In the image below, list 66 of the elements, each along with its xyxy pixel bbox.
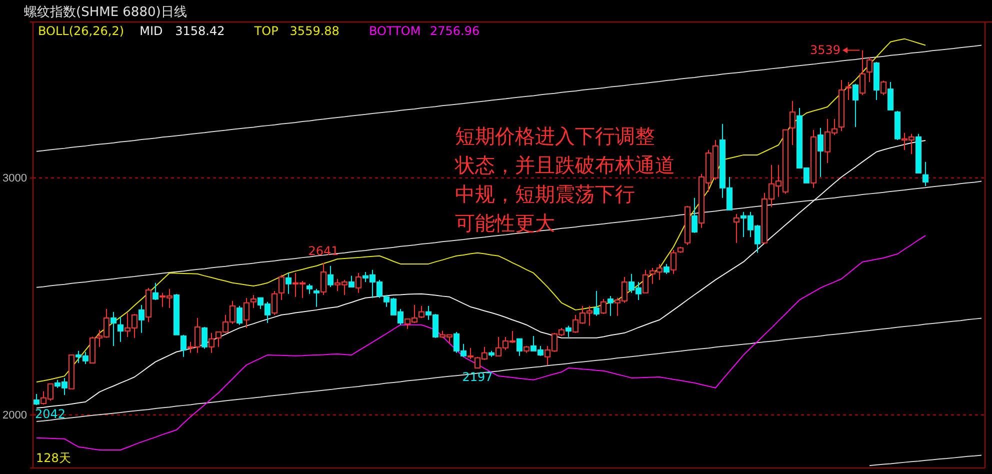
candlestick bbox=[664, 263, 670, 274]
candlestick bbox=[594, 290, 600, 316]
annotation: 2197 bbox=[462, 370, 493, 384]
line-series bbox=[36, 38, 926, 382]
annotation: 短期价格进入下行调整 bbox=[455, 124, 655, 148]
candlestick bbox=[818, 127, 824, 178]
candlestick bbox=[790, 100, 796, 146]
annotation: 状态，并且跌破布林通道 bbox=[454, 153, 675, 177]
candlestick bbox=[314, 288, 320, 308]
candlestick bbox=[418, 305, 424, 318]
candlestick bbox=[34, 394, 40, 406]
candlestick bbox=[278, 274, 284, 300]
candlestick bbox=[516, 338, 522, 356]
candlestick bbox=[880, 80, 886, 96]
annotation: 3539 bbox=[810, 43, 840, 58]
candlestick bbox=[860, 50, 866, 96]
candlestick bbox=[566, 325, 572, 338]
y-tick-label: 3000 bbox=[2, 172, 27, 184]
line-series bbox=[36, 44, 982, 152]
line-series bbox=[869, 454, 982, 466]
candlestick bbox=[866, 56, 872, 82]
candlestick bbox=[888, 81, 894, 110]
line-series bbox=[36, 235, 926, 450]
candlestick bbox=[320, 262, 326, 296]
candlestick bbox=[286, 272, 292, 294]
annotation: 中规，短期震荡下行 bbox=[455, 182, 635, 206]
line-series bbox=[36, 318, 982, 422]
annotation: 2641 bbox=[308, 244, 339, 258]
candlestick bbox=[922, 161, 928, 186]
annotation: 2756.96 bbox=[430, 24, 480, 38]
candlestick bbox=[236, 305, 242, 326]
candlestick bbox=[670, 249, 676, 274]
candlestick bbox=[846, 81, 852, 100]
candlestick bbox=[356, 272, 362, 294]
candlestick bbox=[468, 347, 474, 360]
candlestick bbox=[852, 83, 858, 128]
annotation: 128天 bbox=[36, 451, 71, 465]
candlestick bbox=[600, 298, 606, 314]
candlestick bbox=[642, 269, 648, 294]
legend-title: BOLL(26,26,2) bbox=[38, 24, 124, 38]
candlestick bbox=[202, 326, 208, 350]
candlestick bbox=[244, 297, 250, 328]
candlestick bbox=[208, 332, 214, 354]
candlestick bbox=[734, 213, 740, 244]
candlestick bbox=[118, 316, 124, 342]
text: BOTTOM bbox=[369, 24, 421, 38]
candlestick bbox=[306, 283, 312, 294]
annotation: 3158.42 bbox=[175, 24, 225, 38]
candlestick bbox=[250, 294, 256, 309]
candlestick bbox=[110, 311, 116, 346]
candlestick bbox=[138, 304, 144, 334]
chart-title: 螺纹指数(SHME 6880)日线 bbox=[24, 5, 187, 20]
candlestick bbox=[348, 275, 354, 288]
candlestick bbox=[692, 197, 698, 234]
text: MID bbox=[140, 24, 163, 38]
text: TOP bbox=[253, 24, 278, 38]
candlestick bbox=[180, 334, 186, 358]
candlestick bbox=[152, 282, 158, 300]
candlestick bbox=[328, 265, 334, 288]
y-tick-label: 2000 bbox=[2, 409, 27, 422]
line-series bbox=[36, 180, 982, 288]
annotation: 可能性更大 bbox=[455, 211, 555, 235]
candlestick bbox=[608, 295, 614, 316]
candlestick bbox=[272, 290, 278, 316]
annotation: 3559.88 bbox=[290, 24, 340, 38]
annotation: 2042 bbox=[35, 406, 66, 421]
